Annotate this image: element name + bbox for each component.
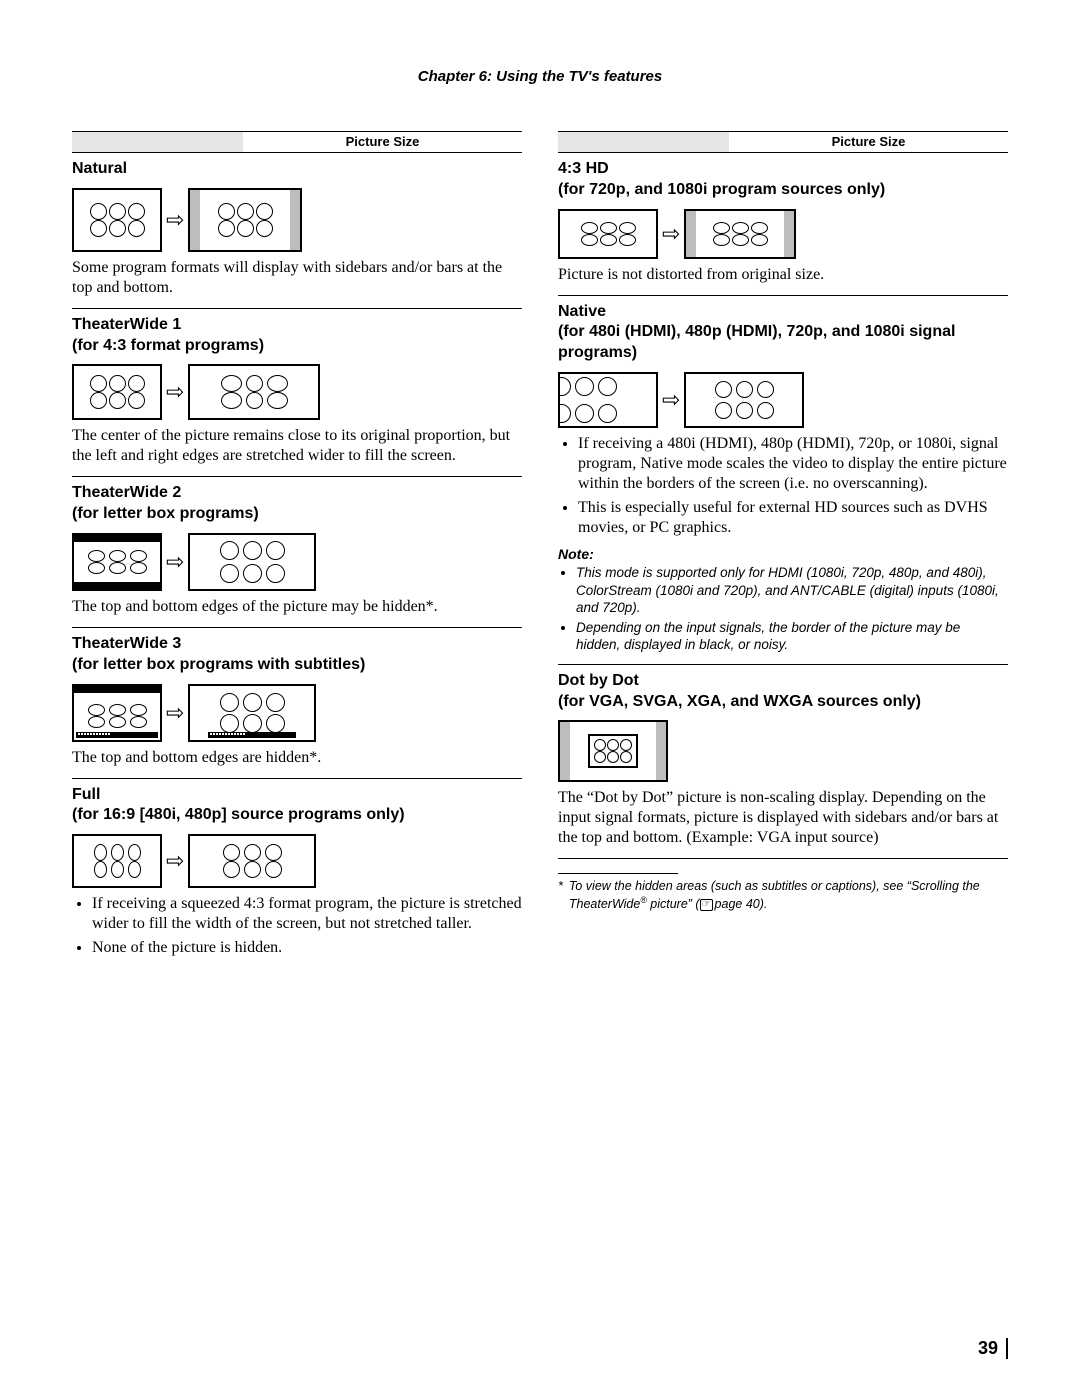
rule [72,778,522,779]
tv-after [188,533,316,591]
section-title-native: Native (for 480i (HDMI), 480p (HDMI), 72… [558,302,1008,364]
desc-tw2: The top and bottom edges of the picture … [72,597,522,617]
diagram-tw1: ⇨ [72,364,522,420]
arrow-icon: ⇨ [164,850,186,872]
picture-size-header-right: Picture Size [558,131,1008,153]
footnote-pageref: page 40). [715,897,768,911]
section-title-full: Full (for 16:9 [480i, 480p] source progr… [72,785,522,827]
right-column: Picture Size 4:3 HD (for 720p, and 1080i… [558,131,1008,962]
list-item: This is especially useful for external H… [578,498,1008,538]
tv-after [684,372,804,428]
section-title-43hd: 4:3 HD (for 720p, and 1080i program sour… [558,159,1008,201]
rule [558,664,1008,665]
header-shade [72,132,243,152]
diagram-full: ⇨ [72,834,522,888]
page-ref-icon: ☞ [700,899,713,911]
desc-natural: Some program formats will display with s… [72,258,522,298]
tv-before [72,684,162,742]
header-label: Picture Size [729,132,1008,152]
list-item: This mode is supported only for HDMI (10… [576,564,1008,617]
diagram-43hd: ⇨ [558,209,1008,259]
arrow-icon: ⇨ [164,702,186,724]
tv-before [72,834,162,888]
list-item: If receiving a squeezed 4:3 format progr… [92,894,522,934]
subtitle-strip [208,732,296,738]
section-title-tw2: TheaterWide 2 (for letter box programs) [72,483,522,525]
full-bullets: If receiving a squeezed 4:3 format progr… [72,894,522,958]
list-item: Depending on the input signals, the bord… [576,619,1008,654]
rule [72,627,522,628]
page-number: 39 [978,1338,1008,1359]
tv-after [188,188,302,252]
native-notes: This mode is supported only for HDMI (10… [558,564,1008,654]
section-title-natural: Natural [72,159,522,180]
arrow-icon: ⇨ [164,381,186,403]
rule [72,308,522,309]
arrow-icon: ⇨ [660,389,682,411]
arrow-icon: ⇨ [660,223,682,245]
diagram-natural: ⇨ [72,188,522,252]
picture-size-header-left: Picture Size [72,131,522,153]
tv-before [558,209,658,259]
tv-after [188,684,316,742]
desc-43hd: Picture is not distorted from original s… [558,265,1008,285]
tv-before [72,364,162,420]
footnote-asterisk: * [558,878,563,912]
tv-before [558,372,658,428]
rule [558,295,1008,296]
section-title-tw3: TheaterWide 3 (for letter box programs w… [72,634,522,676]
header-shade [558,132,729,152]
footnote-pre: To view the hidden areas (such as subtit… [569,879,980,910]
desc-tw1: The center of the picture remains close … [72,426,522,466]
left-column: Picture Size Natural ⇨ Some program form… [72,131,522,962]
tv-after [188,834,316,888]
two-column-layout: Picture Size Natural ⇨ Some program form… [72,131,1008,962]
inner-frame [588,734,638,768]
list-item: None of the picture is hidden. [92,938,522,958]
list-item: If receiving a 480i (HDMI), 480p (HDMI),… [578,434,1008,494]
rule [558,858,1008,859]
arrow-icon: ⇨ [164,551,186,573]
rule [72,476,522,477]
footnote-rule [558,873,678,874]
tv-after [684,209,796,259]
diagram-native: ⇨ [558,372,1008,428]
footnote-post: picture” ( [647,897,700,911]
tv-dotbydot [558,720,668,782]
chapter-title: Chapter 6: Using the TV's features [72,68,1008,85]
tv-before [72,188,162,252]
desc-tw3: The top and bottom edges are hidden*. [72,748,522,768]
diagram-dotbydot [558,720,1008,782]
arrow-icon: ⇨ [164,209,186,231]
tv-after [188,364,320,420]
desc-dotbydot: The “Dot by Dot” picture is non-scaling … [558,788,1008,848]
diagram-tw2: ⇨ [72,533,522,591]
subtitle-strip [76,732,158,738]
tv-before [72,533,162,591]
section-title-dotbydot: Dot by Dot (for VGA, SVGA, XGA, and WXGA… [558,671,1008,713]
footnote-text: To view the hidden areas (such as subtit… [569,878,1008,912]
footnote: * To view the hidden areas (such as subt… [558,878,1008,912]
note-label: Note: [558,546,1008,562]
header-label: Picture Size [243,132,522,152]
diagram-tw3: ⇨ [72,684,522,742]
native-bullets: If receiving a 480i (HDMI), 480p (HDMI),… [558,434,1008,538]
section-title-tw1: TheaterWide 1 (for 4:3 format programs) [72,315,522,357]
